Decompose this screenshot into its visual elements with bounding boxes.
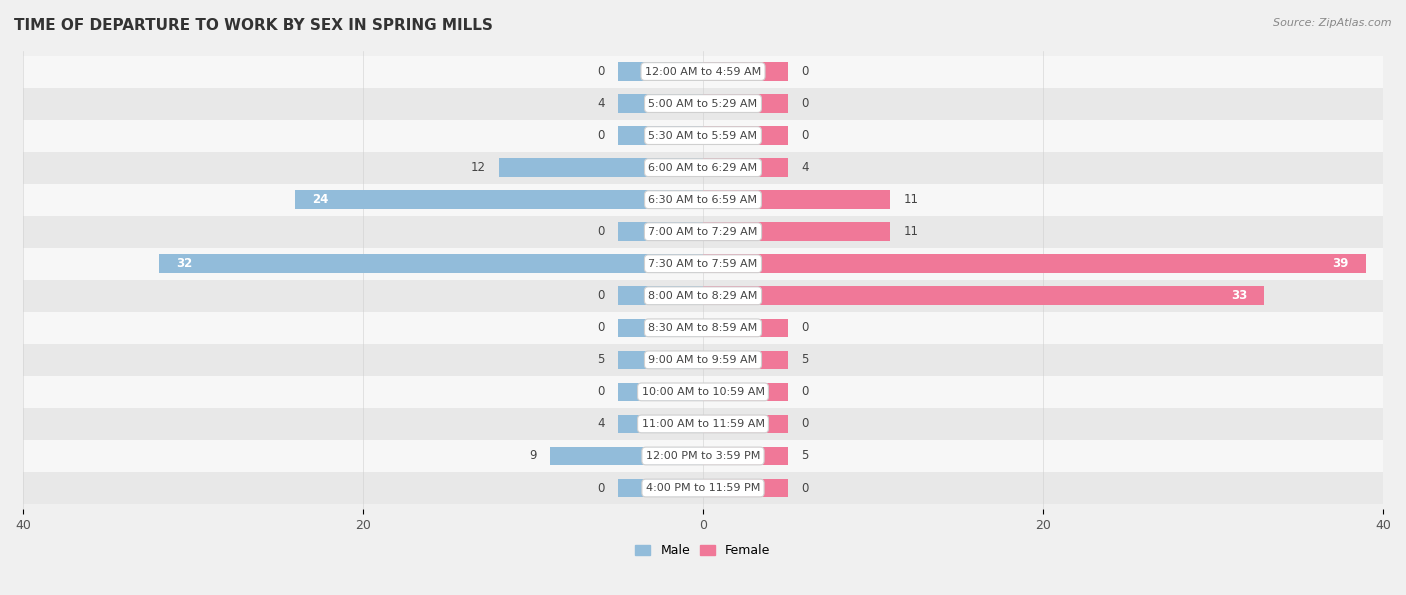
Bar xyxy=(22,152,1384,184)
Bar xyxy=(703,383,787,401)
Text: 7:30 AM to 7:59 AM: 7:30 AM to 7:59 AM xyxy=(648,259,758,269)
Text: 12: 12 xyxy=(471,161,485,174)
Bar xyxy=(703,350,787,369)
Text: Source: ZipAtlas.com: Source: ZipAtlas.com xyxy=(1274,18,1392,28)
Text: 32: 32 xyxy=(176,257,193,270)
Bar xyxy=(619,479,703,497)
Bar xyxy=(703,94,787,113)
Bar xyxy=(703,479,787,497)
Text: 9:00 AM to 9:59 AM: 9:00 AM to 9:59 AM xyxy=(648,355,758,365)
Bar xyxy=(22,120,1384,152)
Text: 4: 4 xyxy=(598,418,605,430)
Bar xyxy=(295,190,703,209)
Text: 6:30 AM to 6:59 AM: 6:30 AM to 6:59 AM xyxy=(648,195,758,205)
Text: 11: 11 xyxy=(904,226,918,238)
Bar xyxy=(22,440,1384,472)
Text: 4: 4 xyxy=(801,161,808,174)
Bar xyxy=(703,126,787,145)
Bar xyxy=(703,415,787,433)
Text: 0: 0 xyxy=(801,418,808,430)
Bar xyxy=(619,318,703,337)
Text: 9: 9 xyxy=(529,449,536,462)
Text: 33: 33 xyxy=(1230,289,1247,302)
Bar xyxy=(499,158,703,177)
Bar xyxy=(703,62,787,81)
Text: 5: 5 xyxy=(801,449,808,462)
Bar xyxy=(22,280,1384,312)
Bar xyxy=(619,223,703,241)
Text: 6:00 AM to 6:29 AM: 6:00 AM to 6:29 AM xyxy=(648,162,758,173)
Bar xyxy=(22,472,1384,504)
Text: 8:00 AM to 8:29 AM: 8:00 AM to 8:29 AM xyxy=(648,291,758,301)
Text: 0: 0 xyxy=(801,129,808,142)
Bar xyxy=(22,87,1384,120)
Text: 0: 0 xyxy=(598,65,605,78)
Bar xyxy=(703,158,787,177)
Text: 0: 0 xyxy=(598,481,605,494)
Text: TIME OF DEPARTURE TO WORK BY SEX IN SPRING MILLS: TIME OF DEPARTURE TO WORK BY SEX IN SPRI… xyxy=(14,18,494,33)
Text: 5:00 AM to 5:29 AM: 5:00 AM to 5:29 AM xyxy=(648,99,758,108)
Bar xyxy=(619,350,703,369)
Text: 5: 5 xyxy=(801,353,808,367)
Legend: Male, Female: Male, Female xyxy=(630,539,776,562)
Text: 0: 0 xyxy=(801,65,808,78)
Text: 0: 0 xyxy=(598,289,605,302)
Text: 0: 0 xyxy=(801,481,808,494)
Bar xyxy=(22,408,1384,440)
Bar xyxy=(619,126,703,145)
Text: 11:00 AM to 11:59 AM: 11:00 AM to 11:59 AM xyxy=(641,419,765,429)
Text: 11: 11 xyxy=(904,193,918,206)
Bar xyxy=(703,287,1264,305)
Text: 0: 0 xyxy=(801,321,808,334)
Bar xyxy=(619,415,703,433)
Text: 39: 39 xyxy=(1333,257,1350,270)
Bar xyxy=(22,55,1384,87)
Bar xyxy=(22,216,1384,248)
Bar xyxy=(619,383,703,401)
Text: 0: 0 xyxy=(598,386,605,399)
Bar xyxy=(619,62,703,81)
Text: 5:30 AM to 5:59 AM: 5:30 AM to 5:59 AM xyxy=(648,130,758,140)
Text: 0: 0 xyxy=(598,321,605,334)
Bar xyxy=(22,184,1384,216)
Text: 0: 0 xyxy=(801,97,808,110)
Bar xyxy=(703,447,787,465)
Bar xyxy=(22,248,1384,280)
Text: 24: 24 xyxy=(312,193,329,206)
Text: 0: 0 xyxy=(598,129,605,142)
Bar xyxy=(703,190,890,209)
Text: 5: 5 xyxy=(598,353,605,367)
Bar xyxy=(22,312,1384,344)
Bar xyxy=(703,318,787,337)
Text: 12:00 PM to 3:59 PM: 12:00 PM to 3:59 PM xyxy=(645,451,761,461)
Bar xyxy=(703,223,890,241)
Bar xyxy=(550,447,703,465)
Text: 10:00 AM to 10:59 AM: 10:00 AM to 10:59 AM xyxy=(641,387,765,397)
Bar xyxy=(619,94,703,113)
Text: 4: 4 xyxy=(598,97,605,110)
Text: 8:30 AM to 8:59 AM: 8:30 AM to 8:59 AM xyxy=(648,323,758,333)
Text: 0: 0 xyxy=(598,226,605,238)
Bar xyxy=(619,287,703,305)
Bar xyxy=(159,255,703,273)
Text: 4:00 PM to 11:59 PM: 4:00 PM to 11:59 PM xyxy=(645,483,761,493)
Text: 7:00 AM to 7:29 AM: 7:00 AM to 7:29 AM xyxy=(648,227,758,237)
Bar xyxy=(22,376,1384,408)
Bar xyxy=(703,255,1367,273)
Bar xyxy=(22,344,1384,376)
Text: 12:00 AM to 4:59 AM: 12:00 AM to 4:59 AM xyxy=(645,67,761,77)
Text: 0: 0 xyxy=(801,386,808,399)
